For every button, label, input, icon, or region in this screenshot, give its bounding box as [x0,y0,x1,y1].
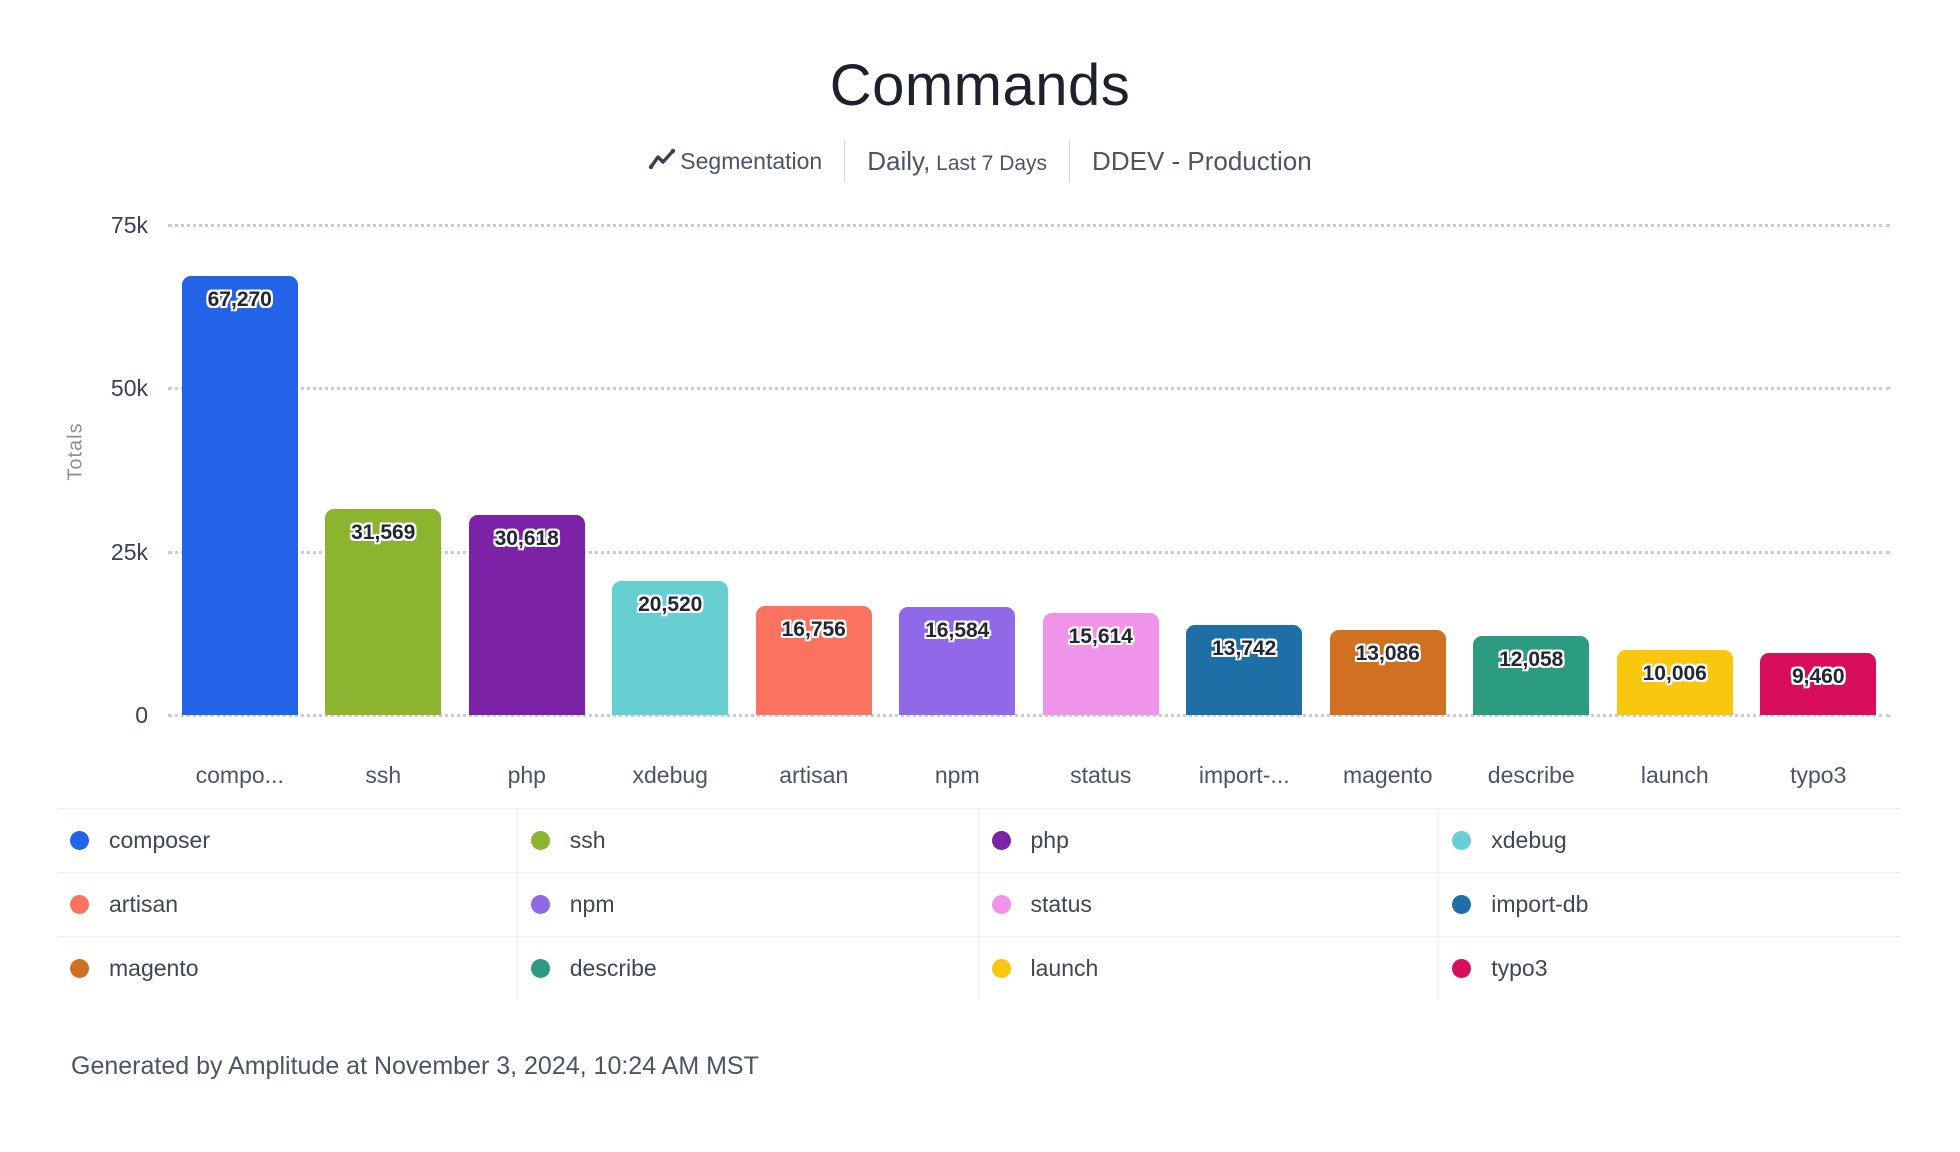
x-tick-label-describe: describe [1487,762,1575,788]
legend-item-ssh[interactable]: ssh [517,808,979,872]
bar-npm[interactable]: 16,584 [899,606,1016,715]
legend-item-npm[interactable]: npm [517,872,979,936]
legend-label: status [1030,891,1092,917]
bar-value-label: 10,006 [1642,661,1707,685]
legend-item-launch[interactable]: launch [978,936,1440,1000]
x-tick-label-magento: magento [1342,762,1433,788]
bar-value-label: 16,584 [925,618,990,642]
legend-label: php [1030,827,1069,853]
segmentation-label: Segmentation [680,147,823,174]
legend-swatch-icon [70,895,89,914]
legend-label: composer [109,827,210,853]
bar-xdebug[interactable]: 20,520 [612,580,729,715]
chart-legend: composer ssh php xdebug artisan npm status impo… [57,808,1900,1000]
legend-label: xdebug [1491,827,1567,853]
legend-swatch-icon [530,895,550,914]
x-tick-label-status: status [1070,762,1132,788]
x-tick-label-php: php [507,762,546,788]
legend-label: launch [1030,955,1099,981]
legend-item-status[interactable]: status [978,872,1440,936]
segmentation-group: Segmentation [648,147,822,175]
x-tick-label-artisan: artisan [779,762,849,788]
legend-item-artisan[interactable]: artisan [57,872,518,936]
legend-item-typo3[interactable]: typo3 [1439,936,1900,1000]
subtitle-divider [1069,140,1071,182]
y-axis-title: Totals [64,422,87,481]
y-tick-label: 0 [135,702,148,728]
bar-value-label: 15,614 [1068,624,1133,648]
legend-item-xdebug[interactable]: xdebug [1439,808,1900,872]
x-tick-label-npm: npm [934,762,980,788]
legend-label: magento [109,955,199,981]
legend-swatch-icon [530,959,550,978]
bar-typo3[interactable]: 9,460 [1760,653,1877,715]
bar-php[interactable]: 30,618 [468,514,585,715]
x-tick-label-composer: compo... [195,762,284,788]
legend-swatch-icon [991,831,1011,850]
legend-swatch-icon [991,959,1011,978]
x-tick-label-launch: launch [1640,762,1709,788]
footer-note: Generated by Amplitude at November 3, 20… [71,1052,759,1080]
legend-swatch-icon [991,895,1011,914]
bar-value-label: 16,756 [781,617,846,641]
bar-composer[interactable]: 67,270 [181,275,298,715]
y-tick-label: 50k [110,375,148,402]
legend-swatch-icon [1452,831,1472,850]
bar-artisan[interactable]: 16,756 [755,605,872,715]
legend-label: import-db [1491,891,1589,917]
bar-value-label: 13,742 [1212,637,1277,661]
legend-item-magento[interactable]: magento [57,936,518,1000]
legend-swatch-icon [70,959,89,978]
x-tick-label-xdebug: xdebug [632,762,708,788]
project-label: DDEV - Production [1092,145,1312,176]
gridline [168,387,1890,391]
x-tick-label-import-db: import-... [1198,762,1290,788]
gridline [168,224,1890,227]
legend-item-php[interactable]: php [978,808,1440,872]
bar-describe[interactable]: 12,058 [1473,636,1590,715]
legend-swatch-icon [530,831,550,850]
subtitle-divider [844,140,846,182]
bar-status[interactable]: 15,614 [1042,612,1159,715]
legend-item-import-db[interactable]: import-db [1439,872,1900,936]
line-chart-icon [649,148,676,170]
legend-swatch-icon [1452,959,1472,978]
y-tick-label: 75k [110,212,148,238]
bar-value-label: 30,618 [494,526,559,550]
y-tick-label: 25k [110,538,148,565]
legend-item-describe[interactable]: describe [517,936,979,1000]
bar-value-label: 9,460 [1791,665,1845,689]
bar-ssh[interactable]: 31,569 [325,508,442,715]
bar-value-label: 13,086 [1355,641,1420,665]
bar-value-label: 20,520 [638,592,703,616]
legend-label: typo3 [1491,955,1548,981]
bar-import-db[interactable]: 13,742 [1186,625,1303,715]
gridline [168,550,1890,554]
legend-item-composer[interactable]: composer [57,808,518,872]
bar-value-label: 31,569 [351,520,416,544]
bar-value-label: 67,270 [207,287,272,311]
legend-label: describe [569,955,657,981]
page-title: Commands [829,53,1131,118]
period-label: Daily, Last 7 Days [867,145,1048,176]
legend-swatch-icon [70,831,89,850]
chart-subtitle: Segmentation Daily, Last 7 Days DDEV - P… [0,140,1960,182]
bar-magento[interactable]: 13,086 [1329,629,1446,715]
bar-value-label: 12,058 [1499,648,1564,672]
x-tick-label-ssh: ssh [365,762,402,788]
legend-label: artisan [109,891,179,917]
legend-label: npm [569,891,615,917]
gridline [168,714,1890,717]
legend-label: ssh [569,827,606,853]
bar-launch[interactable]: 10,006 [1616,649,1733,715]
legend-swatch-icon [1452,895,1472,914]
x-tick-label-typo3: typo3 [1790,762,1847,788]
